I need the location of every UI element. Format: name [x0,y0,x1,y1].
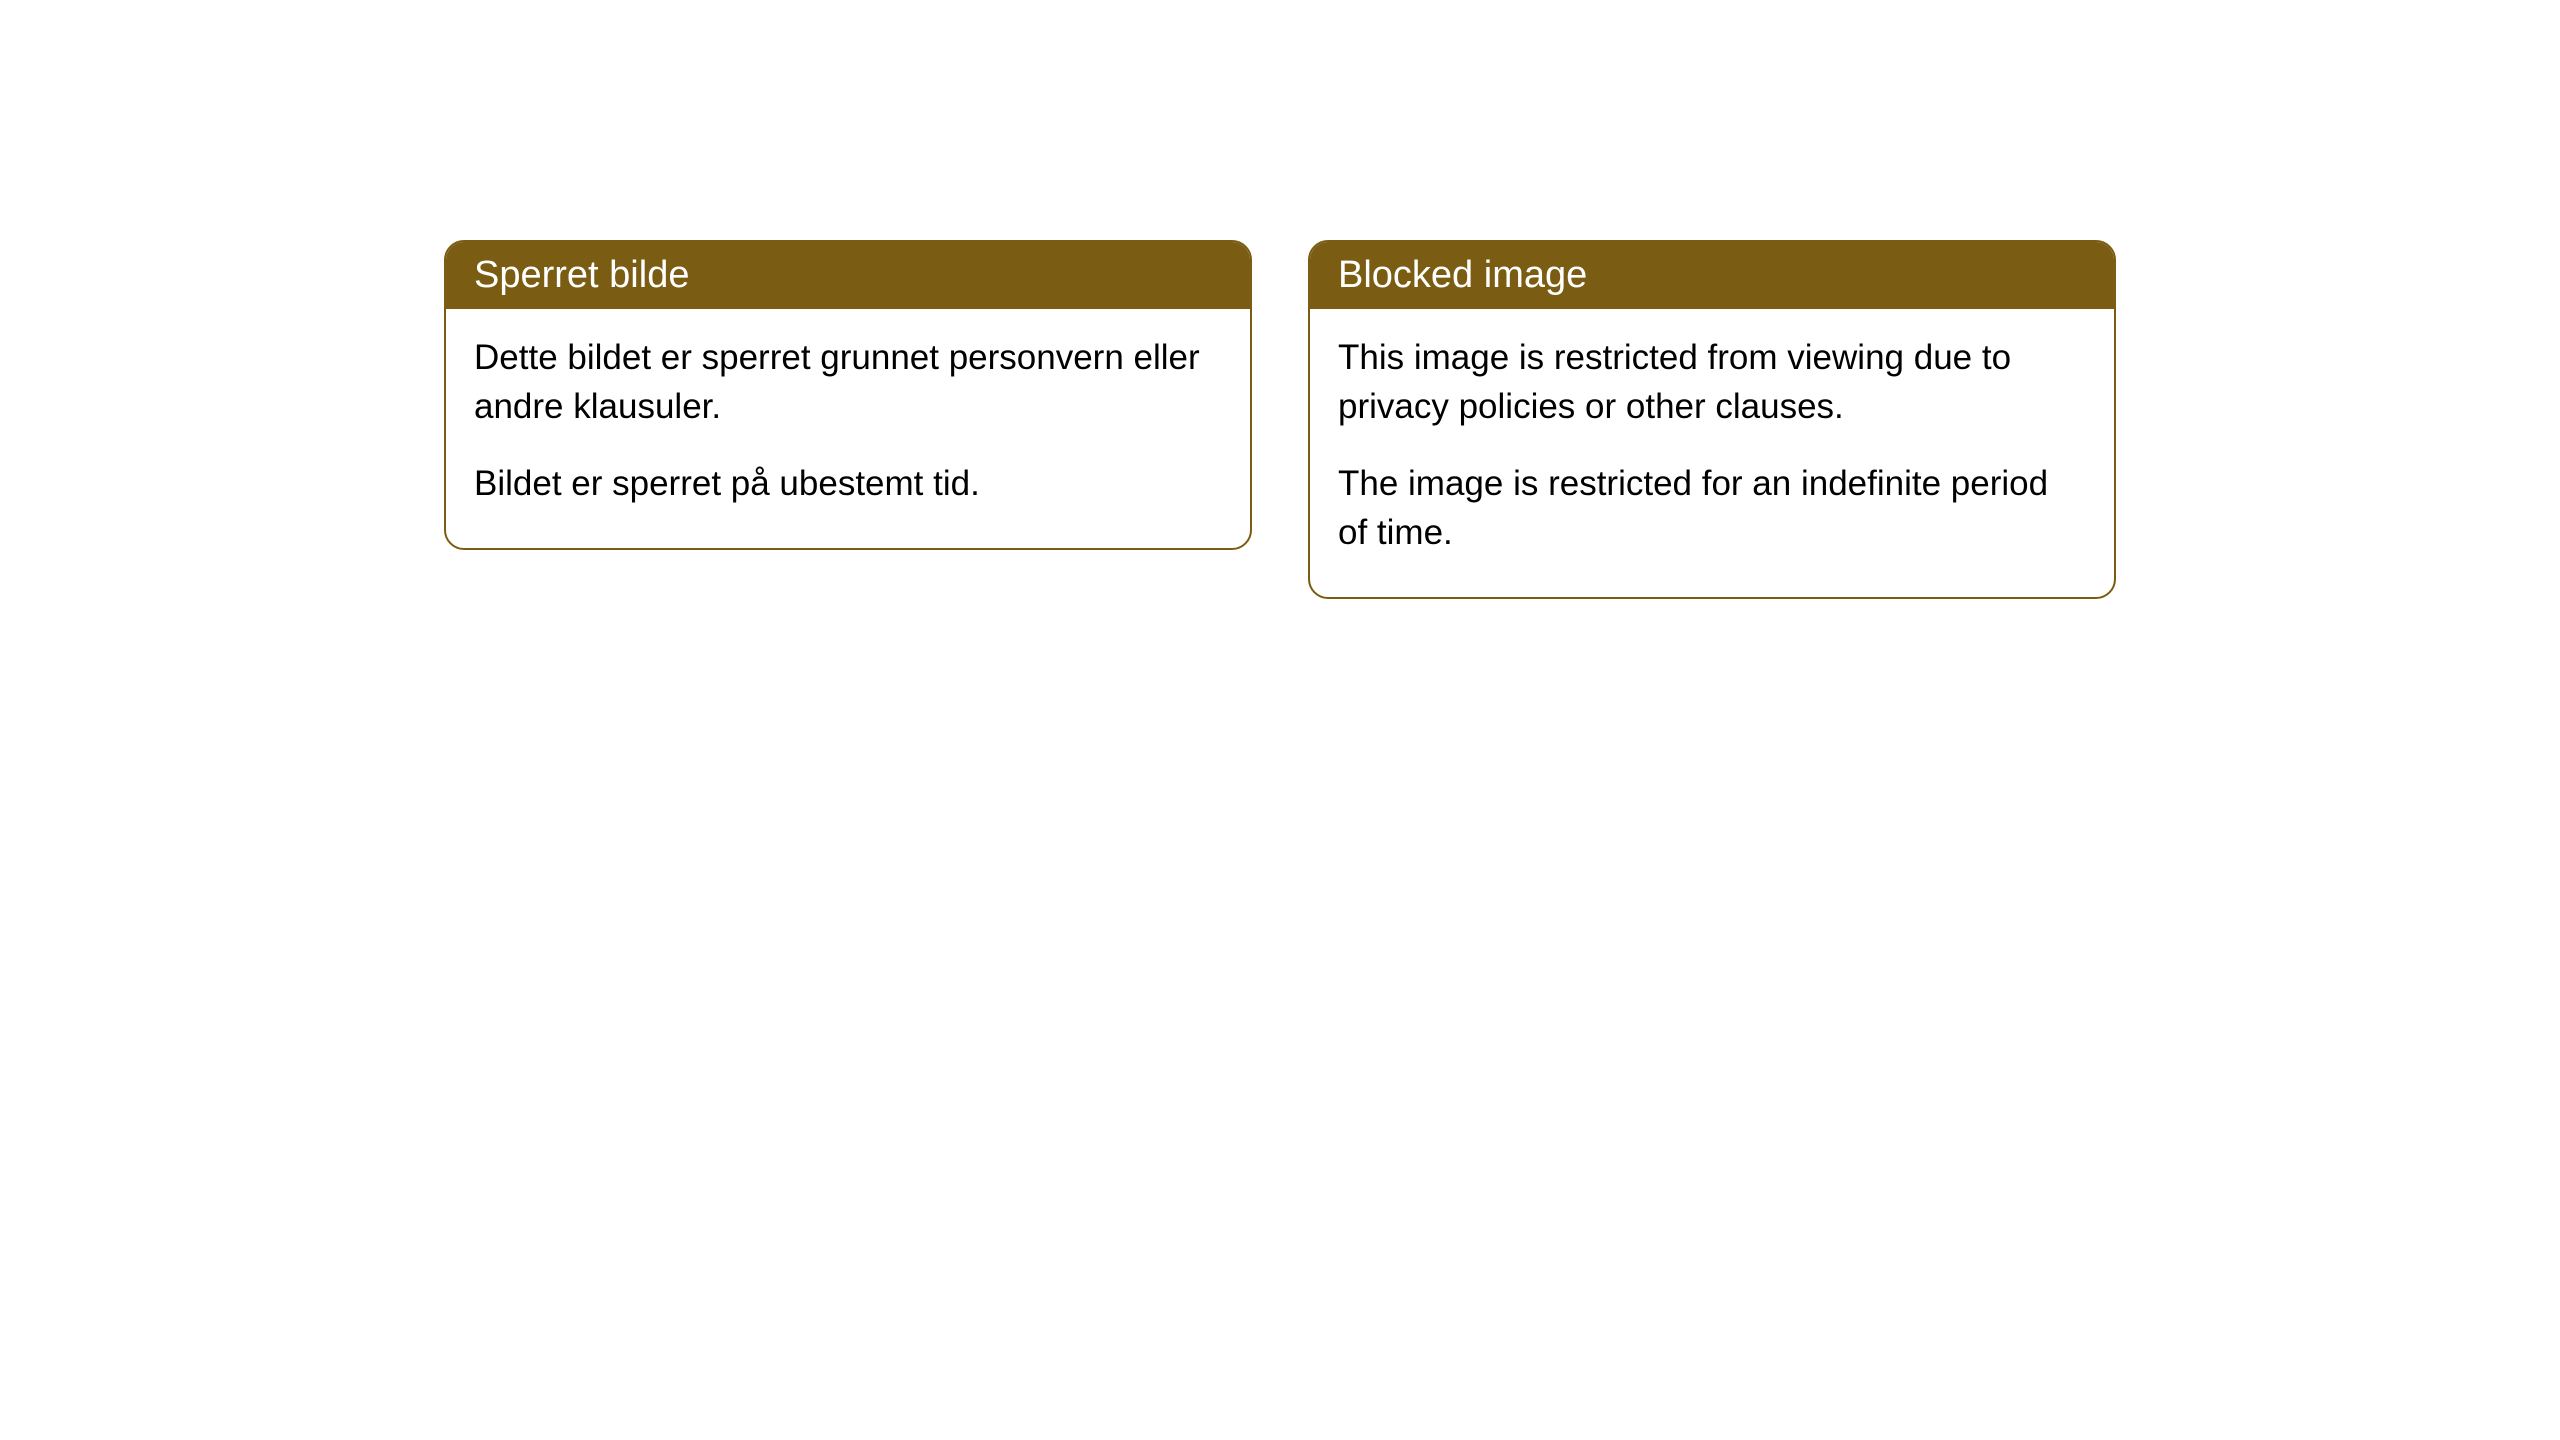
card-body: Dette bildet er sperret grunnet personve… [446,309,1250,548]
card-paragraph-1: This image is restricted from viewing du… [1338,333,2086,431]
card-body: This image is restricted from viewing du… [1310,309,2114,597]
card-header: Sperret bilde [446,242,1250,309]
blocked-image-card-norwegian: Sperret bilde Dette bildet er sperret gr… [444,240,1252,550]
card-title: Sperret bilde [474,254,689,296]
card-paragraph-2: The image is restricted for an indefinit… [1338,459,2086,557]
blocked-image-card-english: Blocked image This image is restricted f… [1308,240,2116,599]
card-title: Blocked image [1338,254,1587,296]
card-paragraph-1: Dette bildet er sperret grunnet personve… [474,333,1222,431]
card-paragraph-2: Bildet er sperret på ubestemt tid. [474,459,1222,508]
card-header: Blocked image [1310,242,2114,309]
